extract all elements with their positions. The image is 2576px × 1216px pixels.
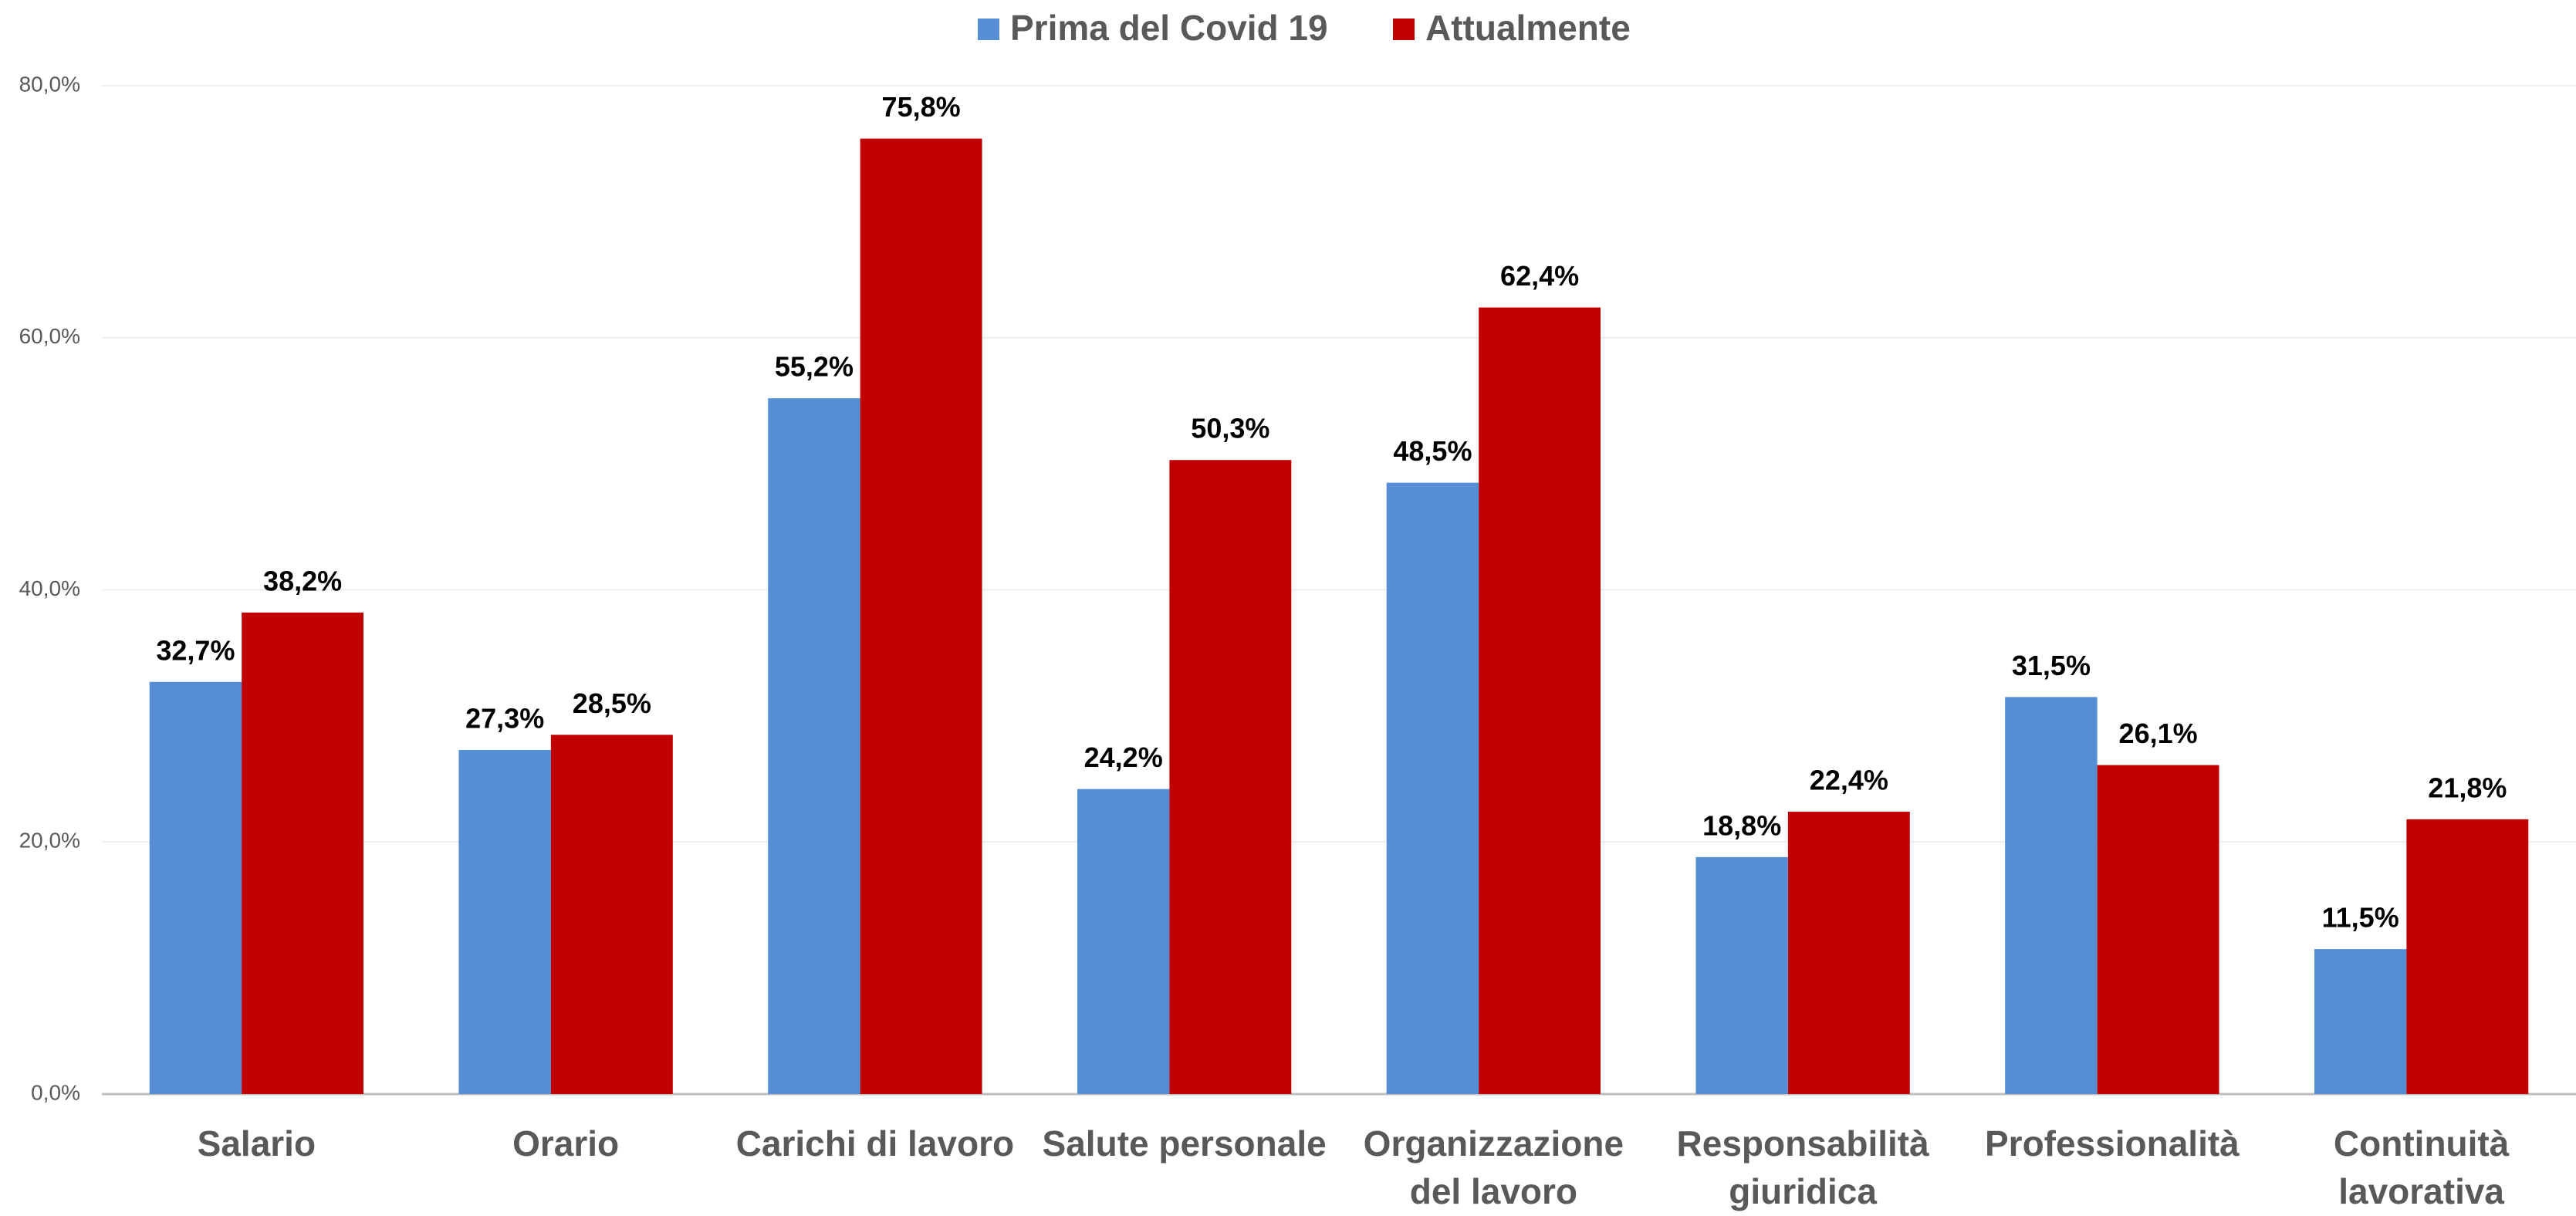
x-tick-label: lavorativa	[2338, 1171, 2504, 1211]
y-tick-label: 20,0%	[19, 829, 80, 853]
bar	[1695, 856, 1788, 1094]
bar	[1479, 307, 1601, 1094]
value-label: 38,2%	[263, 565, 342, 596]
legend-label: Prima del Covid 19	[1010, 8, 1328, 48]
x-tick-label: Salario	[198, 1123, 316, 1164]
value-label: 50,3%	[1191, 413, 1269, 444]
y-tick-label: 60,0%	[19, 324, 80, 348]
bar	[1787, 812, 1910, 1094]
bar	[1386, 482, 1479, 1094]
bar	[149, 681, 242, 1094]
x-tick-label: Salute personale	[1043, 1123, 1327, 1164]
bar	[2314, 949, 2407, 1094]
x-tick-label: del lavoro	[1410, 1171, 1577, 1211]
value-label: 48,5%	[1393, 435, 1472, 467]
x-tick-label: Professionalità	[1985, 1123, 2240, 1164]
y-tick-label: 0,0%	[31, 1080, 80, 1104]
y-tick-label: 40,0%	[19, 576, 80, 600]
value-label: 24,2%	[1084, 741, 1163, 773]
legend-label: Attualmente	[1425, 8, 1631, 48]
value-label: 75,8%	[882, 91, 961, 123]
value-label: 62,4%	[1500, 260, 1579, 292]
value-label: 18,8%	[1702, 809, 1781, 841]
value-label: 26,1%	[2119, 718, 2198, 749]
value-label: 31,5%	[2012, 650, 2091, 681]
bar	[458, 749, 551, 1094]
bar	[768, 398, 860, 1094]
bar	[860, 138, 982, 1095]
bar	[550, 735, 673, 1094]
x-tick-label: Orario	[512, 1123, 619, 1164]
bar	[242, 612, 364, 1094]
bar	[2005, 697, 2098, 1094]
x-tick-label: Organizzazione	[1364, 1123, 1624, 1164]
value-label: 22,4%	[1810, 765, 1888, 796]
legend-swatch	[978, 19, 999, 40]
bar	[2097, 765, 2219, 1094]
bar	[2406, 819, 2529, 1094]
x-tick-label: Carichi di lavoro	[736, 1123, 1014, 1164]
value-label: 21,8%	[2428, 772, 2507, 803]
x-tick-label: Continuità	[2334, 1123, 2510, 1164]
bar	[1077, 789, 1170, 1094]
legend-swatch	[1393, 19, 1415, 40]
x-tick-label: Responsabilità	[1677, 1123, 1930, 1164]
x-tick-label: giuridica	[1729, 1171, 1877, 1211]
y-tick-label: 80,0%	[19, 72, 80, 96]
value-label: 55,2%	[775, 351, 854, 383]
value-label: 28,5%	[573, 687, 651, 719]
value-label: 32,7%	[156, 634, 235, 666]
bar	[1169, 460, 1292, 1094]
value-label: 11,5%	[2322, 902, 2399, 934]
value-label: 27,3%	[465, 703, 544, 735]
